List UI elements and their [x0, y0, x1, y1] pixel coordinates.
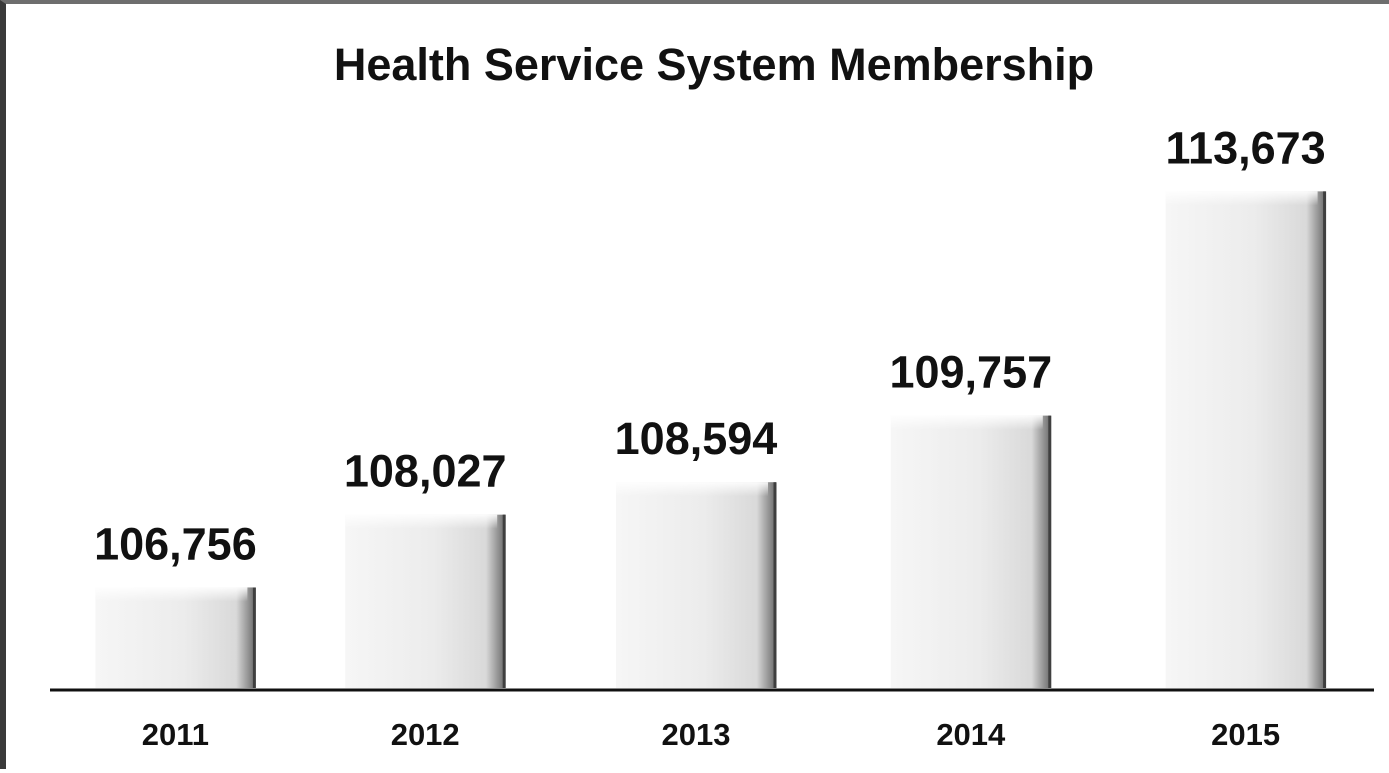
value-label-2012: 108,027: [344, 446, 507, 497]
bar-highlight: [890, 415, 1043, 430]
x-tick-labels: 2011 2012 2013 2014 2015: [142, 717, 1280, 752]
bars-layer: 106,756 108,027 108,594 109,757 113,673: [94, 122, 1327, 688]
value-label-2014: 109,757: [889, 347, 1052, 398]
bar-highlight: [95, 587, 248, 602]
bar-highlight: [616, 482, 768, 497]
bar-2011: [95, 587, 256, 688]
bar-highlight: [1165, 191, 1318, 206]
bar-rect: [345, 514, 506, 688]
bar-2015: [1165, 191, 1327, 688]
bar-rect: [616, 482, 776, 688]
bar-rect: [890, 415, 1051, 688]
chart-title: Health Service System Membership: [334, 39, 1094, 90]
value-label-2011: 106,756: [94, 518, 257, 569]
bar-rect: [95, 587, 256, 688]
x-tick-2013: 2013: [662, 717, 731, 752]
bar-2012: [345, 514, 506, 688]
bar-highlight: [345, 514, 498, 529]
bar-rect: [1165, 191, 1326, 688]
bar-2014: [890, 415, 1052, 688]
x-tick-2011: 2011: [142, 717, 209, 752]
value-label-2015: 113,673: [1166, 122, 1326, 173]
x-tick-2012: 2012: [391, 717, 460, 752]
value-label-2013: 108,594: [615, 413, 778, 464]
bar-2013: [616, 482, 777, 688]
x-tick-2014: 2014: [936, 717, 1006, 752]
x-tick-2015: 2015: [1211, 717, 1280, 752]
membership-bar-chart: Health Service System Membership 106,756…: [50, 39, 1374, 752]
